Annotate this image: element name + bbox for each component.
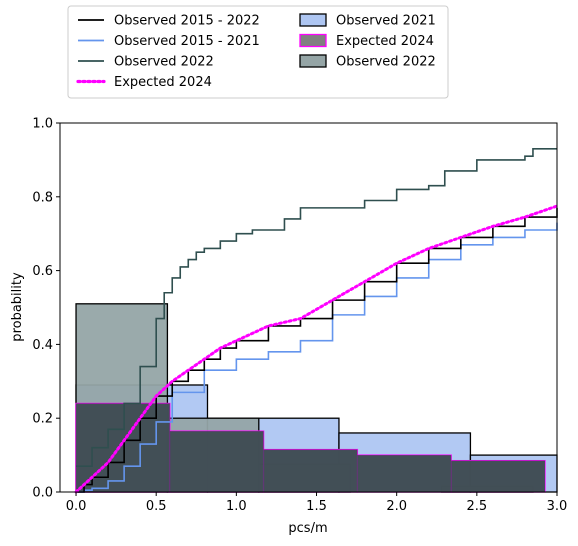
legend-label: Expected 2024 bbox=[114, 75, 212, 90]
plot-frame bbox=[59, 122, 558, 493]
legend-label: Expected 2024 bbox=[336, 34, 434, 49]
overlay-bar bbox=[207, 431, 264, 492]
x-tick-label: 1.5 bbox=[306, 499, 327, 514]
x-tick-label: 0.5 bbox=[146, 499, 167, 514]
y-tick-label: 0.8 bbox=[32, 190, 53, 205]
x-axis: 0.0 0.5 1.0 1.5 2.0 2.5 3.0 bbox=[66, 492, 568, 514]
ecdf-line bbox=[74, 204, 559, 494]
y-axis-label: probability bbox=[10, 272, 25, 342]
overlay-bar bbox=[357, 455, 452, 492]
y-tick-label: 0.4 bbox=[32, 338, 53, 353]
x-tick-label: 0.0 bbox=[66, 499, 87, 514]
legend-label: Observed 2022 bbox=[114, 55, 214, 70]
legend-patch-swatch bbox=[299, 54, 327, 68]
overlay-bar bbox=[451, 460, 545, 492]
legend-label: Observed 2015 - 2022 bbox=[114, 14, 260, 29]
x-tick-label: 2.5 bbox=[466, 499, 487, 514]
plot-area bbox=[59, 122, 559, 494]
legend-patch-swatch bbox=[299, 13, 327, 27]
y-tick-label: 0.2 bbox=[32, 412, 53, 427]
y-tick-label: 0.6 bbox=[32, 264, 53, 279]
y-axis: 0.0 0.2 0.4 0.6 0.8 1.0 bbox=[32, 117, 60, 501]
ecdf-line bbox=[76, 148, 557, 467]
legend-patch-swatch bbox=[299, 33, 327, 48]
legend: Observed 2015 - 2022 Observed 2015 - 2021… bbox=[67, 5, 449, 99]
ecdf-lines bbox=[74, 148, 559, 494]
overlay-bar bbox=[169, 431, 208, 492]
y-tick-label: 0.0 bbox=[32, 486, 53, 501]
x-tick-label: 2.0 bbox=[386, 499, 407, 514]
ecdf-line bbox=[76, 207, 558, 493]
legend-label: Observed 2015 - 2021 bbox=[114, 34, 260, 49]
legend-label: Observed 2021 bbox=[336, 14, 436, 29]
x-axis-label: pcs/m bbox=[288, 521, 327, 536]
y-tick-label: 1.0 bbox=[32, 117, 53, 132]
legend-label: Observed 2022 bbox=[336, 55, 436, 70]
legend-frame bbox=[67, 5, 449, 99]
overlay-bar bbox=[263, 449, 358, 492]
ecdf-line bbox=[76, 222, 558, 493]
x-tick-label: 1.0 bbox=[226, 499, 247, 514]
x-tick-label: 3.0 bbox=[547, 499, 568, 514]
